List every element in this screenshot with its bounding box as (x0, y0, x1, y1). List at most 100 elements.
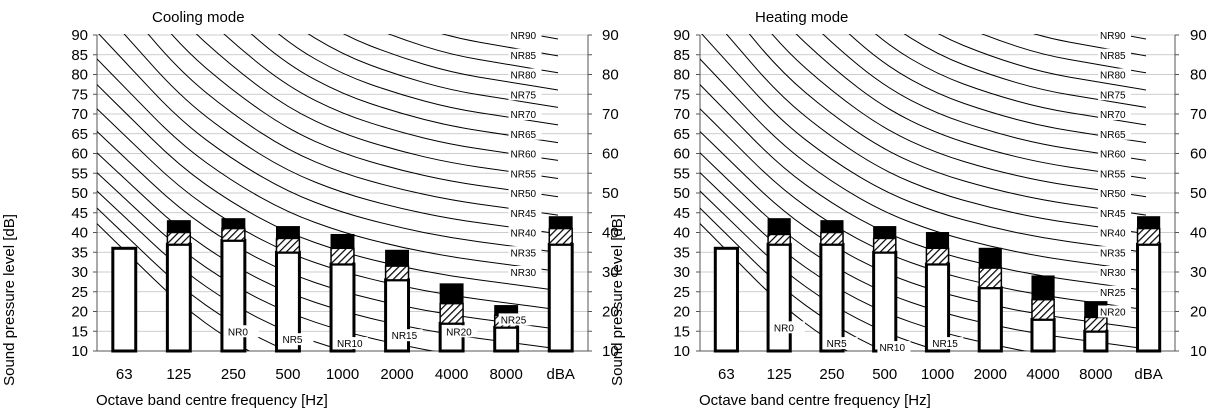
y-tick-label: 30 (673, 264, 690, 281)
bar-hatched-4000 (1031, 298, 1055, 321)
y-tick-label: 60 (673, 146, 690, 163)
bar-hatched-500 (275, 237, 301, 254)
nr-label-bg (1098, 285, 1132, 298)
nr-curve (700, 152, 1147, 350)
nr-curve (277, 34, 559, 126)
nr-label: NR75 (1100, 90, 1126, 101)
bar-top-500 (873, 226, 897, 239)
bar-base-500 (872, 250, 898, 353)
bar-base-125 (165, 242, 192, 353)
nr-curve (700, 207, 886, 351)
y-tick-label: 65 (71, 126, 88, 143)
nr-label-bg (335, 337, 369, 350)
x-tick-label: 125 (767, 366, 792, 383)
nr-label: NR45 (511, 209, 537, 220)
nr-label-bg (225, 325, 259, 338)
bar-hatched-500 (872, 237, 897, 254)
nr-label: NR65 (1100, 130, 1126, 141)
nr-label-bg (1098, 88, 1132, 101)
bar-top-125 (166, 220, 191, 233)
nr-label-bg (508, 88, 542, 101)
nr-label-bg (1098, 305, 1132, 318)
nr-curve (195, 34, 559, 179)
nr-curve (1032, 34, 1147, 57)
nr-label: NR20 (446, 327, 472, 338)
nr-label: NR15 (392, 331, 418, 342)
bar-base-125 (766, 242, 792, 353)
y-right-tick-label: 10 (1190, 343, 1207, 360)
nr-curve (698, 0, 1146, 6)
nr-curve (250, 34, 559, 144)
y-right-tick-label: 70 (1190, 106, 1207, 123)
y-right-tick-label: 10 (602, 343, 619, 360)
nr-curve (223, 34, 559, 161)
nr-curve (307, 34, 559, 108)
x-tick-label: 500 (275, 366, 300, 383)
nr-curve (725, 34, 1147, 235)
bar-top-4000 (1031, 275, 1055, 301)
bar-top-2000 (385, 249, 410, 267)
nr-curve (441, 34, 559, 57)
y-tick-label: 20 (673, 304, 690, 321)
nr-label: NR80 (511, 71, 537, 82)
nr-label-bg (508, 266, 542, 278)
nr-curve (980, 34, 1147, 74)
nr-label: NR50 (511, 189, 537, 200)
x-tick-label: 500 (872, 366, 897, 383)
y-tick-label: 20 (71, 304, 88, 321)
nr-label: NR85 (511, 51, 537, 62)
nr-curve (342, 34, 559, 91)
nr-curve (874, 34, 1147, 126)
nr-label: NR65 (511, 130, 537, 141)
nr-label: NR60 (511, 150, 537, 161)
y-tick-label: 85 (673, 47, 690, 64)
bar-base-63 (111, 246, 138, 353)
y-tick-label: 80 (673, 67, 690, 84)
bar-hatched-dBA (548, 227, 573, 246)
nr-label-bg (1098, 167, 1132, 180)
nr-label: NR20 (1100, 308, 1126, 319)
y-tick-label: 15 (71, 323, 88, 340)
nr-curve (97, 222, 251, 351)
x-tick-label: 2000 (974, 366, 1007, 383)
bar-hatched-125 (767, 233, 791, 246)
nr-curve (700, 130, 1147, 330)
y-right-tick-label: 50 (602, 185, 619, 202)
nr-curve (97, 171, 436, 351)
bar-hatched-4000 (439, 302, 464, 325)
nr-label-bg (508, 68, 542, 81)
nr-label-bg (930, 337, 964, 350)
y-tick-label: 80 (71, 67, 88, 84)
y-tick-label: 30 (71, 264, 88, 281)
nr-label-bg (508, 187, 542, 199)
y-tick-label: 85 (71, 47, 88, 64)
bar-base-8000 (1083, 329, 1109, 353)
nr-curve (700, 222, 849, 351)
nr-label-bg (508, 29, 542, 41)
y-tick-label: 75 (71, 86, 88, 103)
nr-label-bg (508, 147, 542, 160)
nr-label-bg (1098, 48, 1132, 61)
y-right-tick-label: 30 (602, 264, 619, 281)
x-tick-label: dBA (547, 366, 575, 383)
chart-title: Cooling mode (152, 9, 245, 26)
bar-base-250 (819, 242, 845, 353)
y-tick-label: 25 (71, 284, 88, 301)
x-tick-label: 63 (116, 366, 133, 383)
nr-label: NR80 (1100, 71, 1126, 82)
y-tick-label: 35 (71, 244, 88, 261)
bar-top-1000 (330, 233, 355, 249)
bar-hatched-dBA (1136, 227, 1161, 246)
bar-hatched-250 (221, 227, 246, 242)
bar-top-250 (221, 218, 246, 230)
chart-title: Heating mode (755, 9, 848, 26)
y-tick-label: 45 (673, 205, 690, 222)
bar-top-dBA (1137, 216, 1161, 230)
nr-label-bg (1098, 187, 1132, 199)
nr-label-bg (1098, 226, 1132, 239)
y-right-tick-label: 50 (1190, 185, 1207, 202)
y-tick-label: 90 (673, 27, 690, 44)
nr-label: NR30 (1100, 268, 1126, 279)
bar-hatched-8000 (1084, 316, 1108, 332)
x-tick-label: 8000 (489, 366, 522, 383)
